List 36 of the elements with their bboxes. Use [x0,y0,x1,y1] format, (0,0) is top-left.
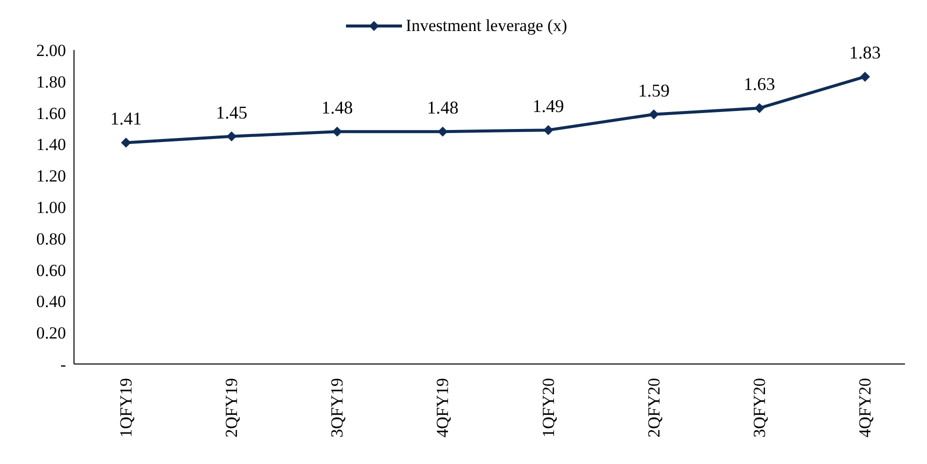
x-tick-label: 3QFY20 [750,378,769,438]
y-tick-label: 1.20 [36,166,66,186]
y-tick-label: - [60,355,66,374]
legend-label: Investment leverage (x) [406,16,568,36]
data-label: 1.41 [110,108,142,129]
y-tick-label: 0.80 [36,229,66,248]
y-tick-label: 2.00 [36,41,66,60]
point [754,103,764,114]
y-tick-label: 0.20 [36,324,66,343]
x-tick-label: 1QFY20 [538,378,558,438]
point [332,126,342,137]
x-tick-label: 2QFY19 [222,378,242,438]
x-tick-label: 4QFY20 [856,378,874,438]
data-label: 1.83 [849,42,881,63]
data-label: 1.45 [216,102,248,122]
point [543,125,554,136]
data-label: 1.63 [744,74,776,94]
data-label: 1.59 [638,80,670,100]
y-tick-label: 0.60 [36,260,66,280]
x-tick-label: 2QFY20 [644,378,664,438]
y-tick-label: 1.00 [36,198,66,218]
x-tick-label: 1QFY19 [116,378,136,438]
point [860,72,870,82]
data-label: 1.48 [321,98,353,118]
data-label: 1.49 [532,96,564,116]
point [648,109,659,120]
y-tick-label: 0.40 [36,292,66,312]
x-tick-label: 3QFY19 [328,378,347,438]
point [121,138,131,148]
y-tick-label: 1.60 [36,104,66,123]
y-tick-label: 1.80 [36,72,66,92]
point [438,126,448,137]
data-label: 1.48 [426,98,458,118]
y-tick-label: 1.40 [36,135,66,154]
point [226,131,237,142]
x-tick-label: 4QFY19 [433,378,452,438]
